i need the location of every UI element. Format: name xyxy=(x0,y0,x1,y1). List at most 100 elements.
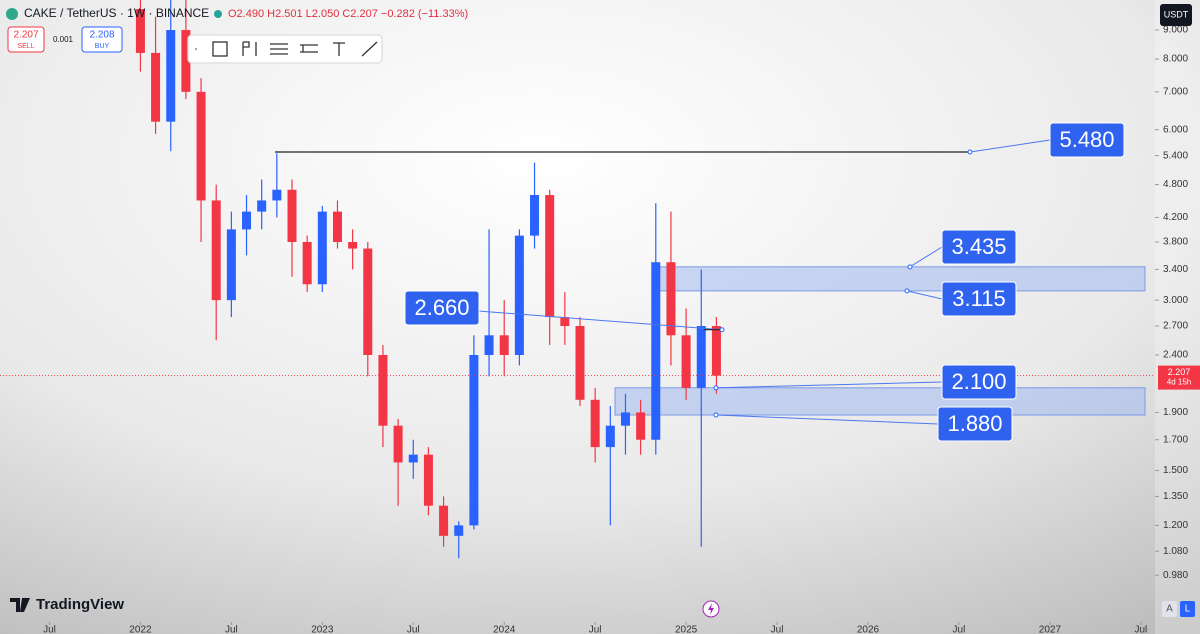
candle-body xyxy=(287,189,297,243)
callout-connector xyxy=(715,381,943,389)
candle-body xyxy=(514,235,524,355)
tool-lines[interactable] xyxy=(270,43,288,55)
header: CAKE / TetherUS · 1W · BINANCE O2.490 H2… xyxy=(6,4,1192,53)
x-tick-label: Jul xyxy=(1134,625,1147,634)
price-callout-label: 2.660 xyxy=(414,295,469,320)
candle-body xyxy=(393,425,403,463)
log-label: L xyxy=(1185,604,1191,615)
tool-text[interactable] xyxy=(333,42,345,56)
countdown: 4d 15h xyxy=(1167,378,1191,387)
candle-body xyxy=(605,425,615,448)
last-price-label: 2.207 xyxy=(1168,367,1191,377)
candle-body xyxy=(166,30,176,122)
candle-body xyxy=(151,52,161,122)
trend-line xyxy=(477,310,723,331)
price-callout xyxy=(404,290,480,326)
candle-body xyxy=(545,195,555,318)
axes: 9.000 8.000 7.000 6.000 5.400 4.800 4.200 3.800… xyxy=(43,0,1200,634)
candle-body xyxy=(590,399,600,448)
price-callout xyxy=(1049,122,1125,158)
tool-fib[interactable] xyxy=(242,41,257,56)
candle-body xyxy=(439,505,449,536)
y-tick-label: 2.400 xyxy=(1163,350,1188,361)
log-button[interactable] xyxy=(1180,601,1195,617)
buy-button[interactable] xyxy=(81,26,123,53)
price-callout xyxy=(941,229,1017,265)
y-tick-label: 4.200 xyxy=(1163,212,1188,223)
candle-body xyxy=(696,326,706,388)
events-bolt xyxy=(708,603,714,615)
x-tick-label: Jul xyxy=(953,625,966,634)
candle-body xyxy=(454,525,464,536)
x-tick-label: Jul xyxy=(771,625,784,634)
candle-body xyxy=(363,248,373,355)
candle-body xyxy=(226,229,236,301)
candle-body xyxy=(242,211,252,230)
anchor-point xyxy=(719,327,725,333)
candle-body xyxy=(302,242,312,285)
tool-range[interactable] xyxy=(300,44,318,53)
price-callout xyxy=(937,406,1013,442)
y-tick-label: 0.980 xyxy=(1163,570,1188,581)
y-tick-label: 1.350 xyxy=(1163,491,1188,502)
price-callout-label: 5.480 xyxy=(1059,127,1114,152)
candle-body xyxy=(317,211,327,285)
currency-button[interactable] xyxy=(1160,4,1192,26)
candle-body xyxy=(620,412,630,426)
candle-body xyxy=(257,200,267,212)
candle-body xyxy=(211,200,221,301)
candle-body xyxy=(135,9,145,53)
callout-connector xyxy=(715,414,939,425)
y-tick-label: 1.200 xyxy=(1163,520,1188,531)
price-zone xyxy=(614,387,1146,416)
candle-body xyxy=(332,211,342,243)
symbol-title: CAKE / TetherUS · 1W · BINANCE xyxy=(24,6,209,20)
brand: TradingView xyxy=(36,596,124,613)
y-tick-label: 1.080 xyxy=(1163,546,1188,557)
price-callout xyxy=(941,281,1017,317)
footer: TradingView A L xyxy=(10,596,1195,618)
tool-rect[interactable] xyxy=(212,41,228,57)
price-callout-label: 1.880 xyxy=(947,411,1002,436)
anchor-point xyxy=(907,264,913,270)
candle-body xyxy=(560,317,570,327)
price-callout-label: 3.115 xyxy=(952,286,1005,311)
currency: USDT xyxy=(1164,9,1189,19)
anchor-point xyxy=(904,288,910,294)
candle-body xyxy=(378,354,388,426)
price-callout xyxy=(941,364,1017,400)
candle-body xyxy=(636,412,646,440)
y-tick-label: 8.000 xyxy=(1163,54,1188,65)
buy-price: 2.208 xyxy=(89,30,114,41)
anchor-point xyxy=(967,149,973,155)
candle-body xyxy=(469,354,479,526)
x-tick-label: 2022 xyxy=(129,625,152,634)
auto-button[interactable] xyxy=(1162,601,1177,617)
candle-body xyxy=(484,335,494,355)
symbol-icon xyxy=(6,8,18,20)
y-tick-label: 3.000 xyxy=(1163,295,1188,306)
y-tick-label: 7.000 xyxy=(1163,86,1188,97)
sell-price: 2.207 xyxy=(13,30,38,41)
y-tick-label: 1.900 xyxy=(1163,407,1188,418)
y-tick-label: 4.800 xyxy=(1163,179,1188,190)
x-tick-label: Jul xyxy=(225,625,238,634)
candle-body xyxy=(575,326,585,400)
price-zone xyxy=(654,266,1146,292)
y-tick-label: 1.500 xyxy=(1163,465,1188,476)
price-callout-label: 3.435 xyxy=(951,234,1006,259)
tool-line[interactable] xyxy=(361,41,378,57)
sell-button[interactable] xyxy=(7,26,45,53)
toolbar-handle[interactable] xyxy=(195,48,197,50)
y-tick-label: 3.800 xyxy=(1163,237,1188,248)
x-tick-label: 2026 xyxy=(857,625,880,634)
candle-body xyxy=(196,91,206,201)
last-price-box xyxy=(1158,365,1200,390)
candle-body xyxy=(423,454,433,506)
brand-logo xyxy=(10,598,30,612)
y-tick-label: 6.000 xyxy=(1163,124,1188,135)
callout-connector xyxy=(909,246,943,268)
candle-body xyxy=(666,262,676,336)
y-tick-label: 1.700 xyxy=(1163,434,1188,445)
